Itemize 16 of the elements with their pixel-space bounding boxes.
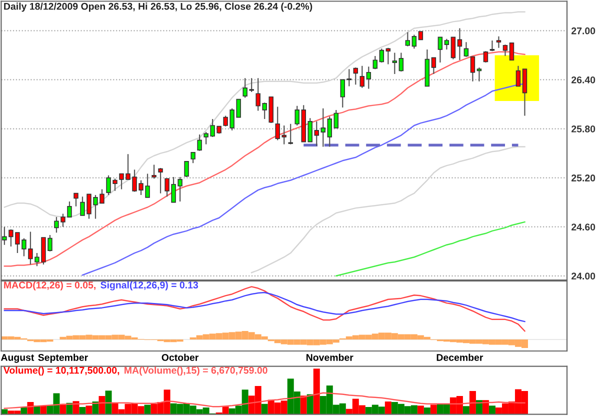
x-tick-label: September bbox=[38, 354, 88, 363]
y-tick-label: 25.20 bbox=[572, 174, 596, 182]
y-tick-label: 24.60 bbox=[572, 224, 596, 230]
y-tick-label: 25.80 bbox=[572, 126, 596, 132]
x-tick-label: December bbox=[436, 354, 484, 361]
text: MA(Volume(),15) = 6,670,759.00 bbox=[124, 366, 268, 376]
x-tick-label: October bbox=[162, 354, 199, 361]
x-tick-label: November bbox=[306, 354, 354, 361]
series-label: MACD(12,26) = 0.05, bbox=[4, 281, 96, 290]
chart-title: Daily 18/12/2009 Open 26.53, Hi 26.53, Lo 25.96, Close 26.24 (-0.2%) bbox=[4, 2, 312, 12]
y-tick-label: 24.00 bbox=[572, 272, 596, 280]
y-tick-label: 27.00 bbox=[572, 27, 596, 34]
series-label: Volume() = 10,117,500.00, bbox=[4, 366, 120, 376]
x-tick-label: August bbox=[0, 354, 34, 363]
y-tick-label: 26.40 bbox=[572, 76, 596, 84]
series-label: Signal(12,26,9) = 0.13 bbox=[100, 281, 198, 290]
